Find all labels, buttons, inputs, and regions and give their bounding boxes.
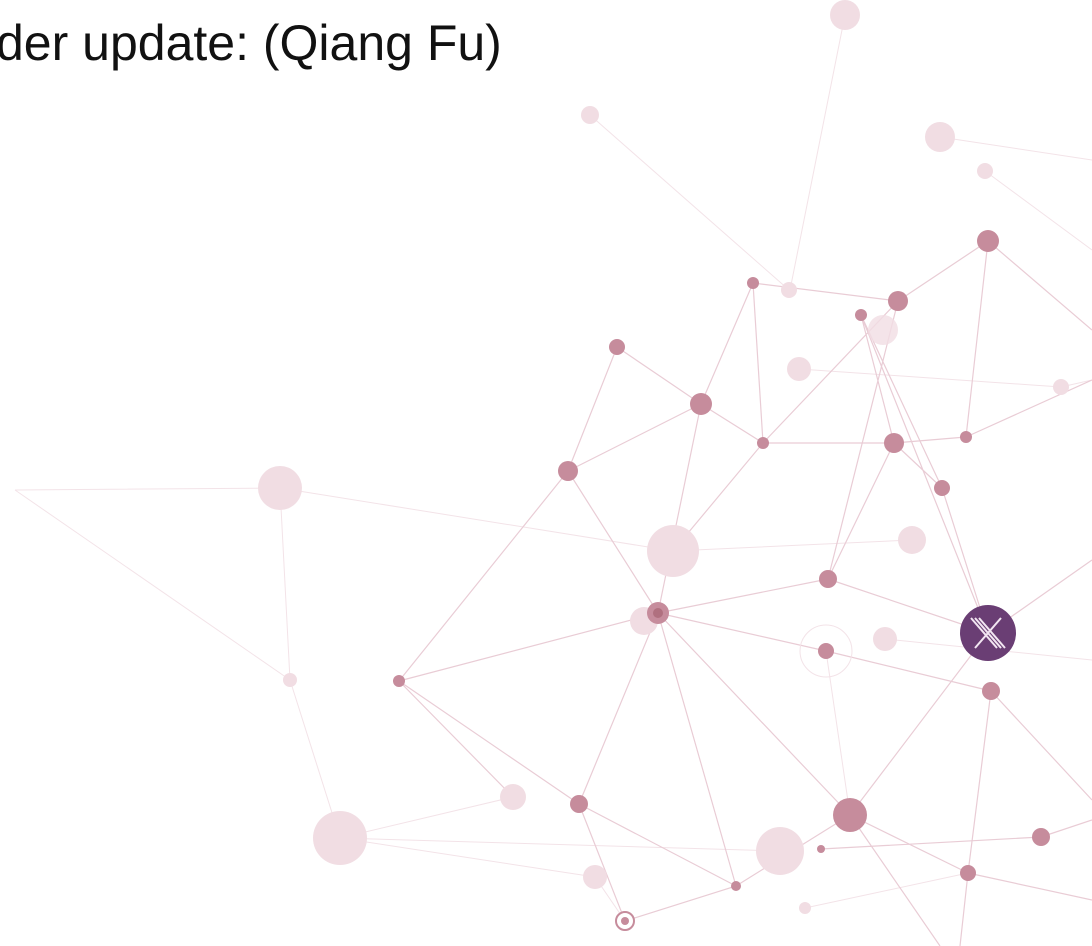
slide-title: der update: (Qiang Fu) — [0, 15, 502, 71]
logo-node — [960, 605, 1016, 661]
links — [398, 240, 1092, 946]
faint-links — [14, 14, 1092, 922]
nodes — [258, 0, 1069, 931]
